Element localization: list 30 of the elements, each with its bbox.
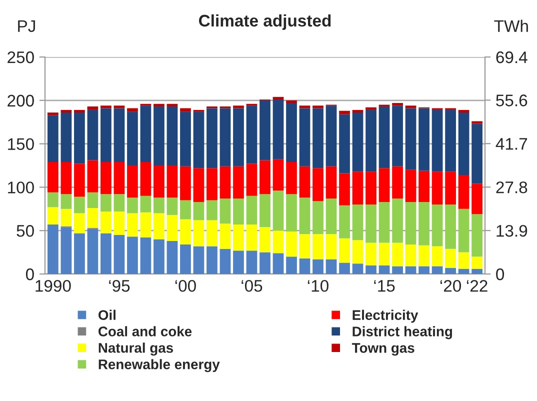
- y-tick-label: 0: [26, 268, 34, 280]
- x-tick-label: ‘15: [374, 280, 395, 292]
- y2-tick-label: 0: [496, 268, 504, 280]
- y-tick-label: 50: [16, 225, 34, 237]
- legend-label: Renewable energy: [98, 359, 220, 372]
- legend-label: Town gas: [352, 343, 414, 356]
- y-tick-label: 150: [8, 138, 34, 150]
- x-tick-label: ‘05: [242, 280, 262, 292]
- y2-tick-label: 27.8: [496, 181, 528, 194]
- chart-title: Climate adjusted: [199, 14, 331, 30]
- legend-label: Oil: [98, 310, 116, 320]
- x-tick-label: ‘20: [440, 280, 462, 292]
- x-tick-label: ‘95: [109, 280, 130, 292]
- x-tick-label: 1990: [36, 280, 71, 292]
- y2-tick-label: 55.6: [496, 94, 528, 106]
- y2-axis-title: TWh: [494, 20, 528, 32]
- y2-tick-label: 13.9: [496, 224, 528, 237]
- y-axis-title: PJ: [18, 20, 35, 32]
- y-tick-label: 250: [8, 51, 34, 64]
- y2-tick-label: 41.7: [496, 138, 528, 150]
- legend-label: Coal and coke: [98, 326, 192, 336]
- legend-label: Natural gas: [98, 342, 173, 356]
- y-tick-label: 200: [8, 94, 34, 107]
- legend-label: Electricity: [352, 310, 418, 323]
- y-tick-label: 100: [8, 182, 34, 194]
- legend-label: District heating: [352, 326, 452, 340]
- x-tick-label: ‘10: [308, 280, 328, 292]
- x-tick-label: ‘22: [466, 280, 488, 292]
- y2-tick-label: 69.4: [496, 51, 528, 64]
- x-tick-label: ‘00: [175, 280, 196, 292]
